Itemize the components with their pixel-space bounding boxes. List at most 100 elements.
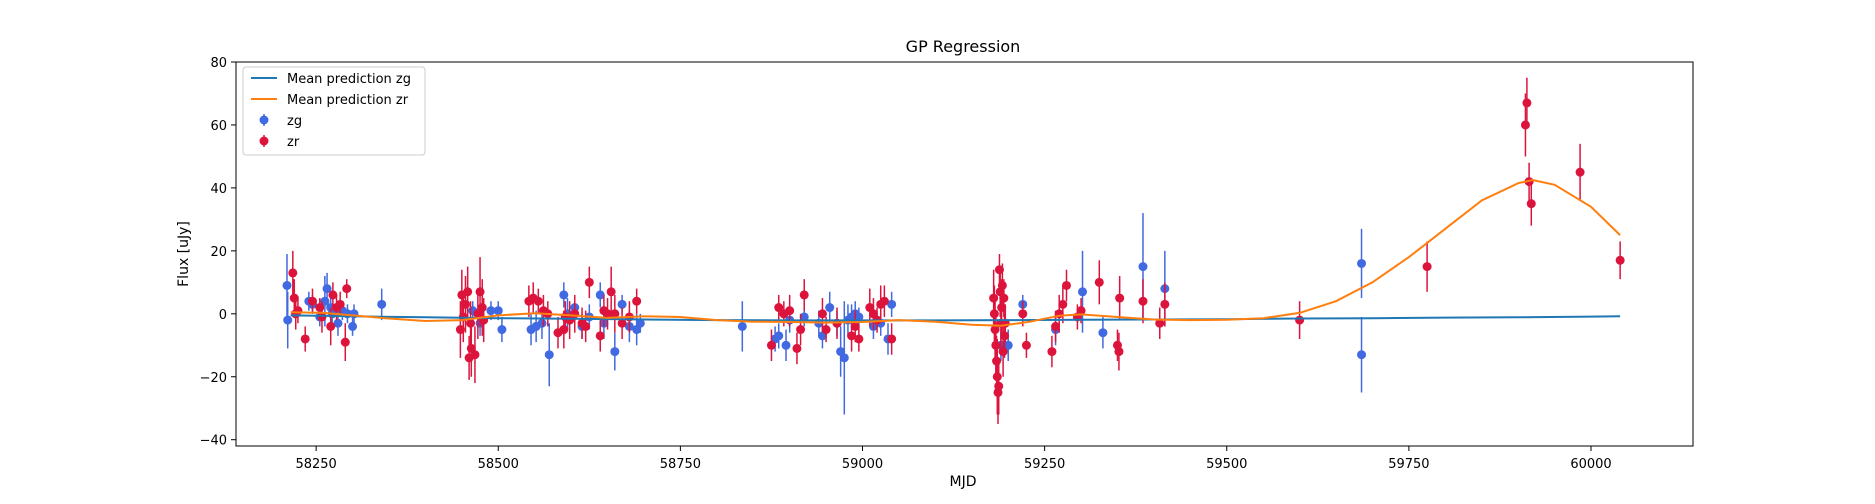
data-point xyxy=(1522,98,1532,108)
data-point xyxy=(289,293,299,303)
data-point xyxy=(774,303,784,313)
data-point xyxy=(317,312,327,322)
data-point xyxy=(570,309,580,319)
data-point xyxy=(1021,340,1031,350)
data-point xyxy=(994,381,1004,391)
data-point xyxy=(1526,199,1536,209)
x-tick-label: 59750 xyxy=(1388,457,1429,472)
data-point xyxy=(610,347,620,357)
y-tick-label: 0 xyxy=(219,308,227,323)
data-point xyxy=(497,325,507,335)
data-point xyxy=(774,331,784,341)
data-point xyxy=(1051,321,1061,331)
data-point xyxy=(282,280,292,290)
data-point xyxy=(581,321,591,331)
data-point xyxy=(999,293,1009,303)
data-point xyxy=(1098,328,1108,338)
chart-title: GP Regression xyxy=(906,37,1021,56)
legend-label: zg xyxy=(287,114,302,129)
data-point xyxy=(283,315,293,325)
data-point xyxy=(879,296,889,306)
data-point xyxy=(887,299,897,309)
data-point xyxy=(854,334,864,344)
data-point xyxy=(1357,258,1367,268)
x-axis-label: MJD xyxy=(950,474,977,490)
data-point xyxy=(460,299,470,309)
data-point xyxy=(559,325,569,335)
data-point xyxy=(635,318,645,328)
data-point xyxy=(766,340,776,350)
data-point xyxy=(997,280,1007,290)
data-point xyxy=(533,296,543,306)
data-point xyxy=(847,331,857,341)
x-tick-label: 58750 xyxy=(660,457,701,472)
data-point xyxy=(300,334,310,344)
x-tick-label: 58500 xyxy=(478,457,519,472)
data-point xyxy=(1138,296,1148,306)
data-point xyxy=(348,321,358,331)
y-tick-label: −20 xyxy=(200,371,227,386)
data-point xyxy=(1115,293,1125,303)
data-point xyxy=(342,284,352,294)
data-point xyxy=(307,296,317,306)
y-tick-label: 20 xyxy=(210,245,227,260)
data-point xyxy=(493,306,503,316)
data-point xyxy=(293,306,303,316)
data-point xyxy=(799,312,809,322)
mean-prediction-line xyxy=(290,314,1621,322)
data-point xyxy=(1047,347,1057,357)
data-point xyxy=(610,309,620,319)
data-point xyxy=(792,343,802,353)
data-point xyxy=(1160,299,1170,309)
data-point xyxy=(335,299,345,309)
data-point xyxy=(1575,167,1585,177)
data-point xyxy=(839,353,849,363)
data-point xyxy=(632,296,642,306)
data-point xyxy=(998,347,1008,357)
data-point xyxy=(315,303,325,313)
data-point xyxy=(1138,262,1148,272)
legend-marker-swatch xyxy=(259,136,269,146)
legend-box xyxy=(242,66,426,156)
plot-area xyxy=(282,77,1625,424)
data-point xyxy=(377,299,387,309)
x-tick-label: 58250 xyxy=(295,457,336,472)
data-point xyxy=(617,299,627,309)
data-point xyxy=(1018,309,1028,319)
x-tick-label: 59500 xyxy=(1206,457,1247,472)
data-point xyxy=(584,277,594,287)
data-point xyxy=(486,306,496,316)
data-point xyxy=(1003,340,1013,350)
legend: Mean prediction zg Mean prediction zr zg zr xyxy=(242,66,426,156)
data-point xyxy=(1058,299,1068,309)
legend-label: Mean prediction zr xyxy=(287,93,409,108)
data-point xyxy=(544,350,554,360)
x-tick-label: 60000 xyxy=(1570,457,1611,472)
axes-frame xyxy=(235,61,1694,447)
data-point xyxy=(617,318,627,328)
data-point xyxy=(326,321,336,331)
data-point xyxy=(288,268,298,278)
data-point xyxy=(1520,120,1530,130)
data-point xyxy=(328,290,338,300)
y-axis-label: Flux [uJy] xyxy=(176,221,192,287)
data-point xyxy=(1422,262,1432,272)
data-point xyxy=(1078,287,1088,297)
data-point xyxy=(825,303,835,313)
data-point xyxy=(796,325,806,335)
data-point xyxy=(470,350,480,360)
legend-label: zr xyxy=(287,135,300,150)
data-point xyxy=(887,334,897,344)
mean-prediction-line xyxy=(290,178,1621,327)
data-point xyxy=(475,287,485,297)
data-point xyxy=(1155,318,1165,328)
data-point xyxy=(854,312,864,322)
data-point xyxy=(603,309,613,319)
data-point xyxy=(1615,255,1625,265)
legend-label: Mean prediction zg xyxy=(287,72,411,87)
data-point xyxy=(1061,280,1071,290)
data-point xyxy=(737,321,747,331)
data-point xyxy=(1094,277,1104,287)
